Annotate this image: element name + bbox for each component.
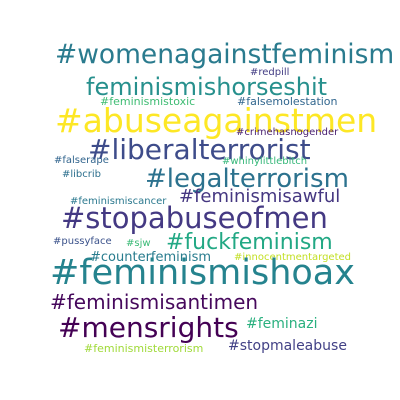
word-cloud-term: feminismishorseshit	[86, 73, 328, 101]
word-cloud-term: #feminismishoax	[50, 253, 355, 293]
word-cloud-term: #crimehasnogender	[236, 127, 339, 138]
word-cloud-term: #whinylittlebitch	[222, 156, 308, 167]
word-cloud-term: #counterfeminism	[90, 250, 212, 265]
word-cloud-term: #feminismistoxic	[100, 95, 196, 108]
word-cloud-term: #feminismisterrorism	[84, 342, 204, 355]
word-cloud-term: #libcrib	[62, 169, 102, 180]
word-cloud-term: #legalterrorism	[145, 164, 349, 194]
word-cloud-term: #feminismisantimen	[50, 290, 259, 314]
word-cloud-term: #liberalterrorist	[88, 133, 311, 166]
word-cloud-term: #sjw	[126, 238, 151, 249]
word-cloud-term: #pussyface	[53, 236, 112, 247]
word-cloud-term: #stopabuseofmen	[61, 201, 328, 235]
word-cloud-term: #redpill	[250, 67, 290, 78]
word-cloud-term: #stopmaleabuse	[228, 338, 347, 354]
word-cloud-term: #womenagainstfeminism	[55, 39, 395, 70]
word-cloud-term: #feminazi	[246, 316, 318, 332]
word-cloud-term: #fuckfeminism	[166, 230, 333, 255]
word-cloud-term: #feminismisawful	[179, 186, 341, 207]
word-cloud-term: #innocentmentargeted	[234, 252, 351, 263]
word-cloud-term: #mensrights	[58, 311, 239, 344]
word-cloud-term: #falserape	[54, 155, 109, 166]
word-cloud-term: #abuseagainstmen	[55, 101, 378, 140]
word-cloud-term: #feminismiscancer	[70, 196, 167, 207]
word-cloud-term: #falsemolestation	[237, 95, 338, 108]
